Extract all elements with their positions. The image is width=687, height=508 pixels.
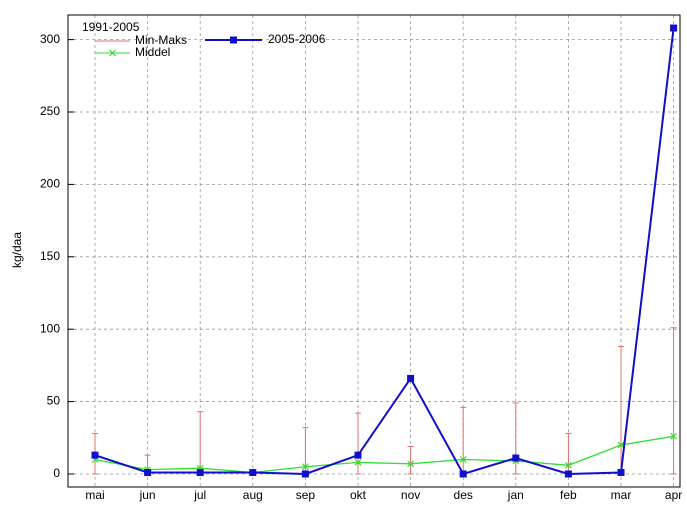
y-tick-label: 300 [40,32,60,46]
point [109,49,116,57]
x-tick-label: nov [401,488,420,502]
x-tick-label: jul [193,488,206,502]
x-tick-label: sep [296,488,316,502]
plot-frame [67,14,681,488]
point [459,456,467,463]
series-line [94,435,674,474]
point [144,469,152,477]
point [564,461,572,469]
point [301,470,309,478]
point [670,24,678,32]
point [91,451,99,459]
point [230,36,237,44]
x-tick-label: des [454,488,473,502]
y-tick-label: 250 [40,104,60,118]
x-tick-label: aug [243,488,263,502]
point [459,470,467,478]
point [196,469,204,477]
x-tick-label: feb [560,488,577,502]
y-tick-label: 50 [47,394,61,408]
y-tick-label: 100 [40,321,60,335]
point [512,454,520,462]
point [407,374,415,382]
point [670,432,678,440]
point [354,458,362,466]
point [407,460,415,468]
point [617,469,625,477]
x-tick-label: jun [139,488,156,502]
x-tick-label: mai [85,488,104,502]
point [249,469,257,477]
point [617,441,625,449]
series-line [94,27,675,476]
y-tick-label: 150 [40,249,60,263]
legend-title: 1991-2005 [82,20,140,34]
y-axis-label: kg/daa [10,232,24,268]
legend-label: 2005-2006 [268,32,326,46]
y-tick-label: 200 [40,177,60,191]
x-tick-label: mar [611,488,632,502]
point [301,463,309,471]
legend-label: Middel [135,45,170,59]
x-tick-label: apr [665,488,682,502]
x-tick-label: jan [507,488,524,502]
point [354,451,362,459]
point [564,470,572,478]
legend-label: Min-Maks [135,33,187,47]
x-tick-label: okt [350,488,367,502]
y-tick-label: 0 [53,466,60,480]
